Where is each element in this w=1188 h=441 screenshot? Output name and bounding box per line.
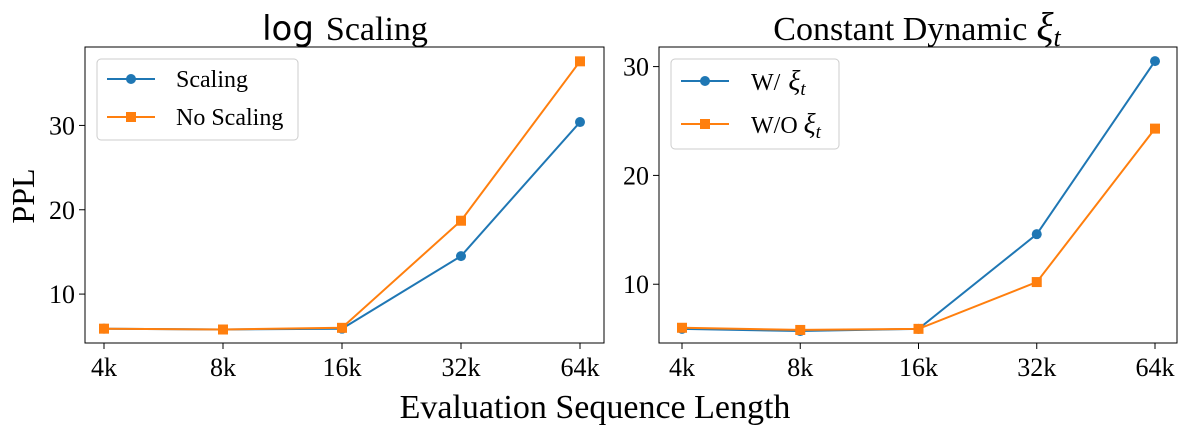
right-x-tick-label: 32k <box>1017 353 1056 382</box>
left-y-tick-label: 10 <box>49 280 75 309</box>
left-series-0-line <box>103 121 581 331</box>
y-axis-label: PPL <box>5 168 41 223</box>
right-legend-label-with: W/ξt <box>751 66 806 100</box>
right-series-1-point <box>913 323 924 334</box>
left-series-0-point <box>456 251 466 262</box>
left-series-1-point <box>218 324 228 335</box>
right-series-0-point <box>1031 229 1042 240</box>
right-x-tick-label: 64k <box>1136 353 1175 382</box>
left-legend-label-no-scaling: No Scaling <box>176 105 283 131</box>
left-series-1-point <box>456 215 466 226</box>
left-x-tick-label: 8k <box>210 353 236 382</box>
right-series-1-point <box>1031 277 1042 288</box>
left-legend-marker-no-scaling <box>126 112 136 122</box>
right-series-1-line <box>681 127 1156 331</box>
left-series-group <box>99 56 585 335</box>
left-series-0-point <box>575 117 585 128</box>
right-x-tick-label: 16k <box>899 353 938 382</box>
right-x-tick-label: 8k <box>787 353 813 382</box>
right-series-group <box>677 56 1160 337</box>
left-series-1-point <box>99 323 109 334</box>
right-legend-marker-without <box>700 119 710 129</box>
right-series-1-point <box>795 324 806 335</box>
left-x-axis: 4k 8k 16k 32k 64k <box>91 343 600 382</box>
right-legend-label-without: W/O ξt <box>751 109 822 143</box>
x-axis-label: Evaluation Sequence Length <box>400 389 791 426</box>
right-legend: W/ξt W/O ξt <box>670 58 840 150</box>
left-series-1-point <box>337 322 347 333</box>
right-y-tick-label: 20 <box>623 161 649 190</box>
left-x-tick-label: 16k <box>323 353 362 382</box>
right-x-axis: 4k 8k 16k 32k 64k <box>669 343 1175 382</box>
right-series-0-point <box>1150 56 1160 67</box>
left-y-tick-label: 20 <box>49 196 75 225</box>
left-legend-marker-scaling <box>126 74 136 84</box>
right-chart-title: Constant Dynamic ξt <box>773 4 1061 52</box>
left-x-tick-label: 64k <box>561 353 600 382</box>
right-y-tick-label: 30 <box>623 53 649 82</box>
left-legend-label-scaling: Scaling <box>176 67 248 93</box>
right-x-tick-label: 4k <box>669 353 695 382</box>
right-y-tick-label: 10 <box>623 270 649 299</box>
left-plot-frame <box>84 46 605 344</box>
left-y-tick-label: 30 <box>49 111 75 140</box>
left-legend: Scaling No Scaling <box>96 58 299 141</box>
left-chart: log Scaling 10 20 30 4k 8k 16k 32k 64k Scaling … <box>49 9 605 382</box>
right-y-axis: 10 20 30 <box>623 53 659 299</box>
left-x-tick-label: 4k <box>91 353 117 382</box>
left-series-1-point <box>575 56 585 67</box>
left-y-axis: 10 20 30 <box>49 111 85 309</box>
left-x-tick-label: 32k <box>442 353 481 382</box>
left-chart-title: log Scaling <box>262 9 428 49</box>
right-series-1-point <box>677 322 687 333</box>
right-legend-marker-with <box>700 76 710 86</box>
right-series-1-point <box>1150 123 1160 134</box>
